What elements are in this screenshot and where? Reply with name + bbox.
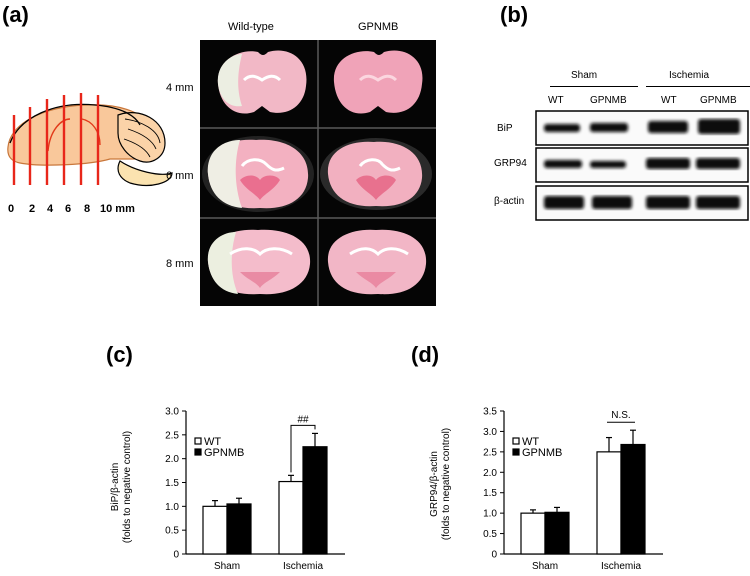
- chart-d-ytick-label: 1.5: [483, 488, 497, 499]
- brain-schematic: [7, 93, 173, 186]
- chart-c-ytick-label: 2.0: [165, 454, 179, 465]
- brain-slice-photo-grid: [200, 40, 436, 306]
- chart-c-ytick-label: 1.5: [165, 478, 179, 489]
- brain-tick-10: 10 mm: [100, 203, 135, 215]
- chart-d-legend-swatch-gpnmb: [512, 448, 520, 456]
- chart-c-legend-label-gpnmb: GPNMB: [204, 447, 244, 459]
- chart-d: 0 0.5 1.0 1.5 2.0 2.5 3.0 3.5 Sham Ischemia N.S. WT…: [483, 407, 663, 572]
- lane-label-sham-gpnmb: GPNMB: [590, 95, 627, 106]
- chart-d-ytick-label: 3.5: [483, 407, 497, 418]
- chart-c-ylabel-box: BiP/β-actin (folds to negative control): [107, 412, 137, 562]
- brain-tick-8: 8: [84, 203, 91, 215]
- slice-8mm-gpnmb: [327, 229, 427, 295]
- chart-d-ytick-label: 0: [491, 550, 497, 561]
- chart-c-ylabel-line2: (folds to negative control): [122, 430, 133, 544]
- slice-6mm-wildtype: [202, 136, 314, 212]
- chart-d-ylabel-line2: (folds to negative control): [441, 427, 452, 541]
- slice-4mm-wildtype: [217, 50, 307, 114]
- chart-d-legend-swatch-wt: [512, 437, 520, 445]
- chart-c-ylabel-line1: BiP/β-actin: [110, 462, 121, 512]
- chart-d-legend-label-gpnmb: GPNMB: [522, 447, 562, 459]
- chart-d-xtick-sham: Sham: [532, 561, 558, 572]
- panel-label-a: (a): [2, 2, 29, 27]
- chart-c-ytick-label: 0.5: [165, 526, 179, 537]
- group-line-sham: [550, 86, 638, 87]
- group-label-sham: Sham: [571, 70, 598, 81]
- chart-d-ytick-label: 0.5: [483, 529, 497, 540]
- row-label-8mm: 8 mm: [166, 258, 194, 270]
- chart-c-legend-label-wt: WT: [204, 436, 221, 448]
- panel-label-c: (c): [106, 342, 133, 367]
- chart-d-legend-label-wt: WT: [522, 436, 539, 448]
- slice-4mm-gpnmb: [333, 50, 423, 114]
- western-blot-strips: [535, 110, 749, 221]
- brain-tick-2: 2: [29, 203, 36, 215]
- row-label-4mm: 4 mm: [166, 82, 194, 94]
- chart-c-legend-swatch-wt: [194, 437, 202, 445]
- row-label-6mm: 6 mm: [166, 170, 194, 182]
- col-header-gpnmb: GPNMB: [358, 21, 399, 33]
- chart-d-sig-label: N.S.: [611, 410, 630, 421]
- chart-c-ytick-label: 0: [173, 550, 179, 561]
- chart-c-bar-wt-ischemia: [278, 480, 304, 555]
- chart-c-ytick-label: 2.5: [165, 430, 179, 441]
- chart-c-sig-bracket: [290, 424, 316, 473]
- chart-c-bar-wt-sham: [202, 505, 228, 555]
- brain-tick-6: 6: [65, 203, 72, 215]
- brain-tick-0: 0: [8, 203, 15, 215]
- chart-d-ylabel-box: GRP94/β-actin (folds to negative control…: [426, 406, 456, 562]
- chart-c-bar-gpnmb-sham: [226, 503, 252, 555]
- chart-d-bar-gpnmb-sham: [544, 511, 570, 555]
- chart-d-xtick-ischemia: Ischemia: [601, 561, 641, 572]
- panel-label-b: (b): [500, 2, 529, 27]
- chart-d-bar-gpnmb-ischemia: [620, 443, 646, 555]
- panel-label-d: (d): [411, 342, 440, 367]
- chart-d-ytick-label: 1.0: [483, 509, 497, 520]
- lane-label-isch-gpnmb: GPNMB: [700, 95, 737, 106]
- slice-6mm-gpnmb: [320, 138, 432, 210]
- chart-c-sig-label: ##: [297, 414, 309, 425]
- chart-d-ytick-label: 2.0: [483, 468, 497, 479]
- chart-c-ytick-label: 1.0: [165, 502, 179, 513]
- lane-label-sham-wt: WT: [548, 95, 564, 106]
- blot-row-label-bip: BiP: [497, 123, 513, 134]
- blot-row-label-grp94: GRP94: [494, 158, 527, 169]
- lane-label-isch-wt: WT: [661, 95, 677, 106]
- chart-d-ytick-label: 2.5: [483, 447, 497, 458]
- blot-row-label-bactin: β-actin: [494, 196, 525, 207]
- slice-8mm-wildtype: [207, 229, 311, 295]
- chart-d-bar-wt-sham: [520, 512, 546, 555]
- col-header-wildtype: Wild-type: [228, 21, 274, 33]
- chart-d-ytick-label: 3.0: [483, 427, 497, 438]
- chart-c-xtick-ischemia: Ischemia: [283, 561, 323, 572]
- chart-d-ylabel-line1: GRP94/β-actin: [429, 451, 440, 517]
- chart-c-legend-swatch-gpnmb: [194, 448, 202, 456]
- brain-tick-4: 4: [47, 203, 54, 215]
- chart-c-xtick-sham: Sham: [214, 561, 240, 572]
- group-line-ischemia: [646, 86, 750, 87]
- group-label-ischemia: Ischemia: [669, 70, 710, 81]
- chart-c-ytick-label: 3.0: [165, 407, 179, 418]
- chart-c-bar-gpnmb-ischemia: [302, 446, 328, 555]
- chart-d-bar-wt-ischemia: [596, 451, 622, 555]
